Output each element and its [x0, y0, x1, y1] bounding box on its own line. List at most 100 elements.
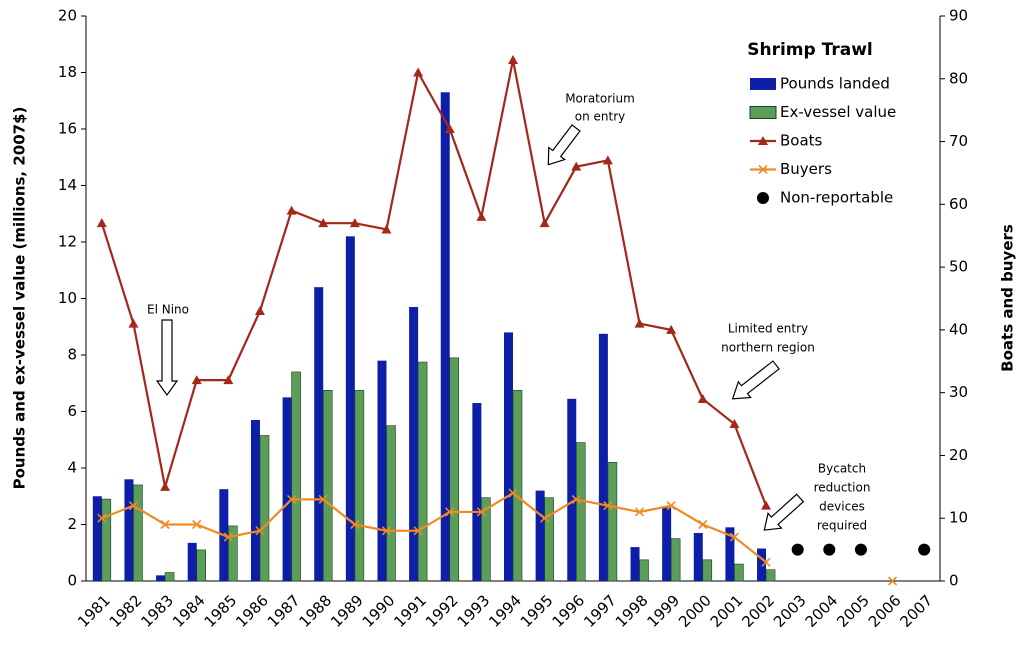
y-tick-label: 10	[58, 289, 77, 307]
y2-tick-label: 80	[949, 69, 968, 87]
y-axis-title: Pounds and ex-vessel value (millions, 20…	[11, 107, 29, 490]
marker	[508, 54, 518, 64]
y-tick-label: 4	[67, 459, 77, 477]
y-tick-label: 8	[67, 346, 77, 364]
marker	[634, 318, 645, 328]
marker	[96, 218, 107, 228]
bar	[449, 357, 460, 582]
bar	[662, 507, 672, 581]
legend-marker	[758, 164, 768, 175]
marker	[318, 218, 329, 228]
x-tick-label: 1989	[327, 591, 367, 631]
y-tick-label: 18	[58, 63, 77, 81]
bar	[282, 397, 292, 581]
bar	[250, 419, 260, 581]
legend-label: Pounds landed	[780, 75, 890, 93]
bar	[481, 497, 491, 582]
annotation: devices	[819, 500, 865, 514]
annotation: required	[817, 519, 867, 533]
arrow	[155, 319, 179, 397]
bar	[757, 548, 767, 581]
bar	[156, 575, 166, 581]
marker	[476, 211, 487, 221]
x-tick-label: 2006	[865, 591, 905, 631]
marker	[191, 375, 202, 385]
marker	[666, 324, 677, 334]
y-tick-label: 12	[58, 233, 77, 251]
marker	[255, 526, 265, 536]
bar	[702, 559, 713, 582]
bar	[734, 563, 744, 582]
marker	[666, 501, 676, 511]
bar	[504, 332, 513, 581]
marker	[381, 526, 392, 536]
bar	[409, 306, 419, 581]
marker	[413, 526, 423, 536]
marker	[381, 224, 392, 234]
marker	[540, 513, 550, 523]
bar	[417, 361, 428, 582]
x-tick-label: 1987	[264, 591, 304, 631]
marker	[192, 519, 202, 530]
marker	[571, 161, 582, 171]
legend-marker	[758, 136, 768, 145]
bar	[472, 403, 482, 581]
x-tick-label: 1984	[169, 591, 209, 631]
marker	[287, 494, 297, 504]
bar	[92, 496, 102, 581]
annotation-arrows	[155, 124, 805, 531]
marker	[729, 532, 739, 542]
y2-tick-label: 60	[949, 195, 968, 213]
marker	[350, 519, 360, 530]
bar	[291, 371, 301, 582]
marker	[508, 488, 518, 498]
x-tick-label: 1983	[137, 591, 177, 631]
annotation: Limited entry	[728, 322, 808, 336]
bar	[386, 425, 396, 582]
marker	[697, 393, 708, 403]
bar	[567, 398, 577, 581]
bar	[187, 542, 197, 581]
marker	[97, 513, 107, 523]
annotation: reduction	[814, 481, 871, 495]
marker	[757, 192, 769, 204]
bar	[196, 549, 207, 582]
marker	[160, 481, 171, 491]
x-tick-label: 1997	[580, 591, 620, 631]
x-tick-label: 1990	[359, 591, 399, 631]
x-tick-label: 1995	[517, 591, 557, 631]
y2-tick-label: 40	[949, 320, 968, 338]
marker	[286, 205, 297, 215]
bar	[440, 92, 450, 582]
bar	[377, 360, 387, 581]
legend-marker	[757, 192, 769, 204]
y2-tick-label: 10	[949, 509, 968, 527]
legend-label: Buyers	[780, 160, 832, 178]
marker	[603, 501, 613, 511]
line	[100, 59, 768, 507]
bar	[164, 572, 175, 582]
x-tick-label: 1992	[422, 591, 462, 631]
x-tick-label: 2004	[802, 591, 842, 631]
bar	[544, 497, 554, 582]
bar	[101, 498, 112, 582]
bar	[535, 490, 545, 581]
x-tick-label: 1991	[390, 591, 430, 631]
y-tick-label: 14	[58, 176, 77, 194]
y-tick-label: 6	[67, 402, 77, 420]
marker	[634, 507, 645, 517]
annotation: northern region	[721, 341, 815, 355]
annotation: Bycatch	[818, 462, 866, 476]
legend-label: Non-reportable	[780, 189, 893, 207]
annotation: Moratorium	[565, 92, 635, 106]
marker	[349, 218, 360, 228]
x-tick-label: 1982	[106, 591, 146, 631]
marker	[128, 501, 139, 511]
y2-tick-label: 90	[949, 7, 968, 25]
bar	[314, 287, 324, 581]
bar	[133, 484, 143, 582]
bar	[765, 569, 776, 582]
marker	[602, 155, 613, 165]
marker	[571, 494, 581, 504]
